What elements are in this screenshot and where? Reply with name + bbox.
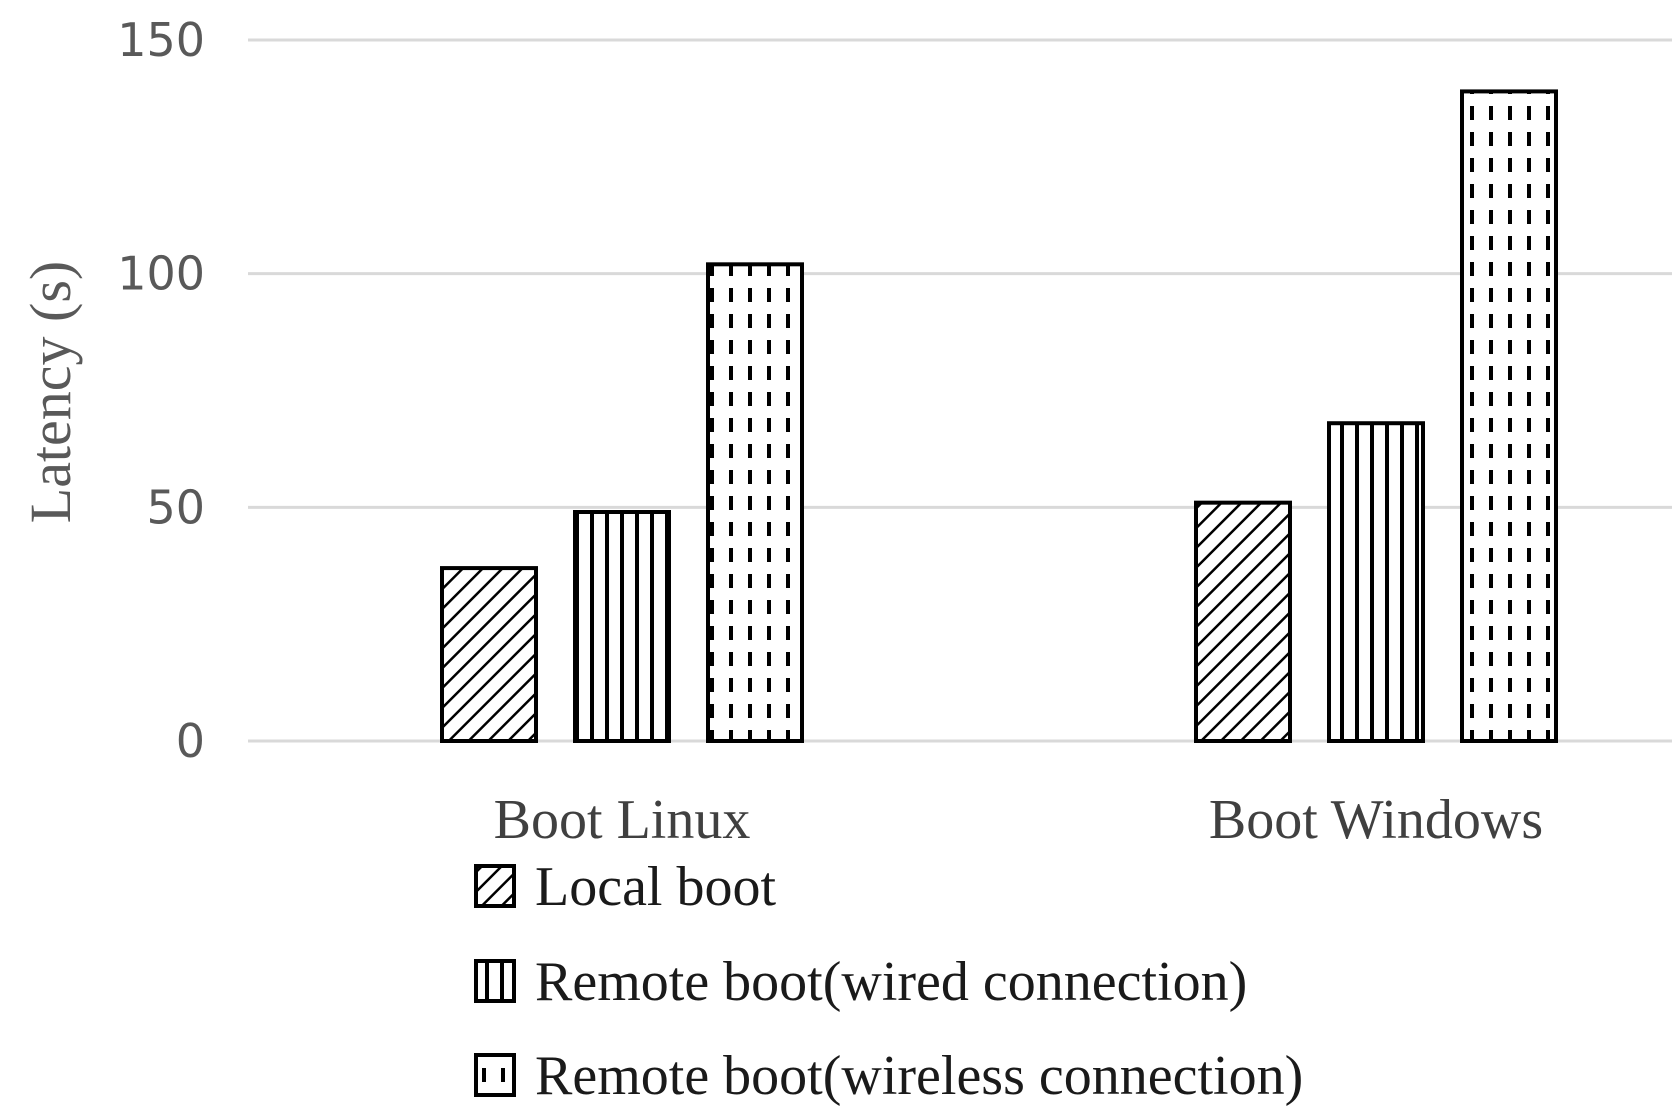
y-tick-labels: 0 50 100 150 <box>117 13 205 768</box>
y-tick-label: 100 <box>117 247 205 301</box>
category-label: Boot Linux <box>494 789 751 851</box>
legend-swatch-diagonal-hatch <box>474 864 516 908</box>
y-tick-label: 50 <box>146 480 205 534</box>
legend-label: Remote boot(wireless connection) <box>535 1045 1303 1107</box>
bar-vertical-lines-0 <box>573 510 671 743</box>
legend-label: Remote boot(wired connection) <box>535 951 1247 1013</box>
y-tick-label: 0 <box>176 714 205 768</box>
legend: Local boot Remote boot(wired connection) R… <box>474 856 1303 1107</box>
bar-dashed-vertical-lines-0 <box>706 262 804 743</box>
y-tick-label: 150 <box>117 13 205 67</box>
legend-label: Local boot <box>535 856 776 918</box>
category-labels: Boot Linux Boot Windows <box>494 789 1544 851</box>
bar-dashed-vertical-lines-1 <box>1460 89 1558 743</box>
bar-diagonal-hatch-0 <box>440 566 538 743</box>
bar-diagonal-hatch-1 <box>1194 500 1292 743</box>
category-label: Boot Windows <box>1209 789 1543 851</box>
gridlines <box>248 38 1672 743</box>
y-axis-title: Latency (s) <box>18 261 83 523</box>
legend-swatch-vertical-lines <box>474 959 516 1003</box>
bars <box>440 89 1558 743</box>
bar-vertical-lines-1 <box>1327 421 1425 743</box>
legend-swatch-dashed-vertical-lines <box>474 1053 516 1097</box>
